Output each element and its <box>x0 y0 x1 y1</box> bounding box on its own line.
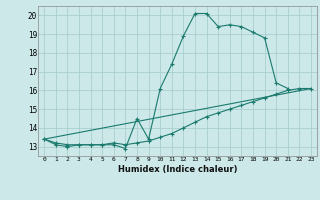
X-axis label: Humidex (Indice chaleur): Humidex (Indice chaleur) <box>118 165 237 174</box>
